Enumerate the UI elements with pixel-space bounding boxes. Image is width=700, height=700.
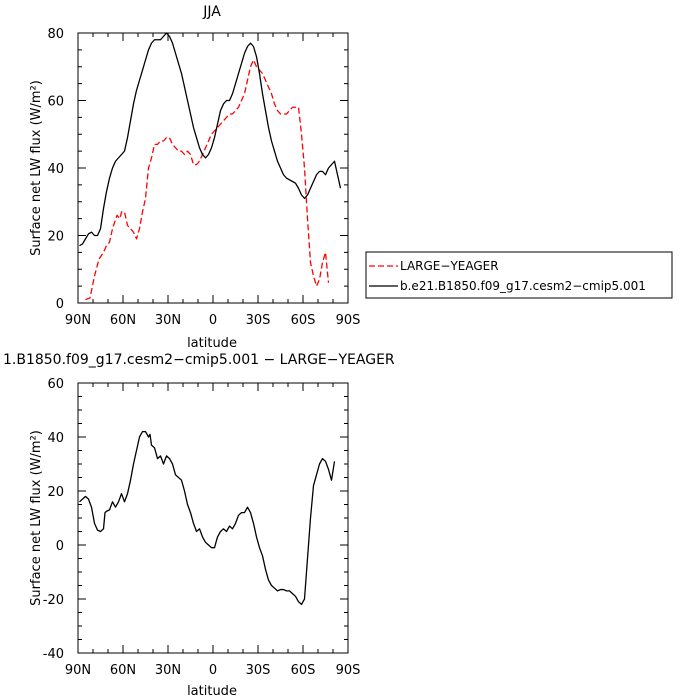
bottom-ticks [77, 382, 349, 654]
bottom-x-tick-label: 60N [110, 663, 136, 678]
bottom-x-tick-label: 90S [336, 663, 361, 678]
bottom-x-axis-title: latitude [187, 684, 237, 699]
bottom-series-group [79, 430, 336, 606]
top-chart-title: JJA [202, 4, 221, 20]
top-panel: JJA Surface net LW flux (W/m²) latitude … [29, 4, 360, 351]
top-y-tick-label: 20 [47, 230, 64, 245]
bottom-y-axis-title: Surface net LW flux (W/m²) [29, 430, 44, 606]
top-plot-frame [77, 32, 349, 304]
bottom-y-tick-label: 60 [47, 377, 64, 392]
top-y-axis-title-wrap: Surface net LW flux (W/m²) [29, 80, 44, 256]
top-x-tick-label: 0 [209, 313, 217, 328]
bottom-y-tick-label: 0 [56, 539, 64, 554]
bottom-x-tick-label: 30N [155, 663, 181, 678]
top-x-tick-label: 30S [246, 313, 271, 328]
legend-label-large-yeager: LARGE−YEAGER [400, 259, 499, 273]
legend-label-cesm2: b.e21.B1850.f09_g17.cesm2−cmip5.001 [400, 279, 646, 293]
top-y-axis-title: Surface net LW flux (W/m²) [29, 80, 44, 256]
bottom-x-tick-label: 60S [291, 663, 316, 678]
top-y-tick-label: 80 [47, 27, 64, 42]
top-tick-labels: 90N 60N 30N 0 30S 60S 90S 0 20 40 60 80 [47, 27, 360, 328]
bottom-x-tick-label: 0 [209, 663, 217, 678]
bottom-tick-labels: 90N 60N 30N 0 30S 60S 90S -40 -20 0 20 40 60 [43, 377, 361, 678]
top-x-tick-label: 60N [110, 313, 136, 328]
top-series-line-b-e21-b1850-f09-g17-cesm2-cmip5-001 [79, 32, 342, 247]
bottom-x-tick-label: 30S [246, 663, 271, 678]
top-series-group [79, 32, 342, 301]
bottom-y-axis-title-wrap: Surface net LW flux (W/m²) [29, 430, 44, 606]
bottom-series-line-1 [79, 430, 336, 606]
top-x-tick-label: 60S [291, 313, 316, 328]
top-x-axis-title: latitude [187, 336, 237, 351]
bottom-plot-frame [77, 382, 349, 654]
legend: LARGE−YEAGER b.e21.B1850.f09_g17.cesm2−c… [365, 251, 673, 299]
top-x-tick-label: 30N [155, 313, 181, 328]
top-ticks [77, 32, 349, 304]
bottom-y-tick-label: -20 [43, 593, 64, 608]
bottom-y-tick-label: -40 [43, 647, 64, 662]
top-y-tick-label: 0 [56, 297, 64, 312]
bottom-x-tick-label: 90N [65, 663, 91, 678]
legend-box [365, 251, 673, 299]
top-y-tick-label: 40 [47, 162, 64, 177]
top-x-tick-label: 90N [65, 313, 91, 328]
top-x-tick-label: 90S [336, 313, 361, 328]
bottom-chart-title: 1.B1850.f09_g17.cesm2−cmip5.001 − LARGE−… [3, 352, 395, 368]
bottom-panel: 1.B1850.f09_g17.cesm2−cmip5.001 − LARGE−… [3, 352, 395, 699]
bottom-y-tick-label: 20 [47, 485, 64, 500]
top-y-tick-label: 60 [47, 95, 64, 110]
top-series-line-large-yeager [85, 59, 330, 301]
bottom-y-tick-label: 40 [47, 431, 64, 446]
